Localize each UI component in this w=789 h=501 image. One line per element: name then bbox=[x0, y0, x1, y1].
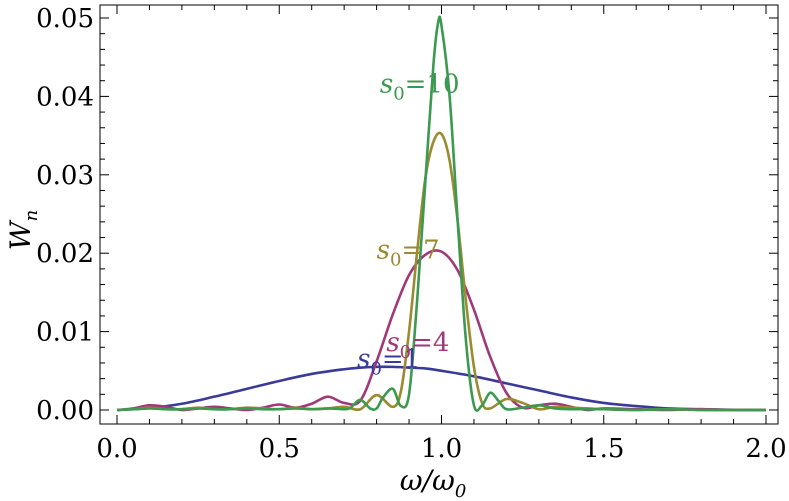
y-tick-label: 0.04 bbox=[36, 82, 94, 112]
series-label-3: s0=7 bbox=[377, 236, 440, 271]
series-label-1: s0=1 bbox=[357, 345, 420, 380]
y-tick-label: 0.05 bbox=[36, 4, 94, 34]
y-tick-label: 0.02 bbox=[36, 239, 94, 269]
y-tick-label: 0.00 bbox=[36, 396, 94, 426]
y-axis-title: Wn bbox=[4, 210, 42, 250]
series-line-1 bbox=[116, 365, 767, 412]
series-line-4 bbox=[116, 15, 766, 412]
plot-border bbox=[99, 4, 779, 425]
series-label-4: s0=10 bbox=[380, 69, 460, 104]
axis-ticks: 0.0 0.5 1.0 1.5 2.0 0.00 0.01 0.02 0.03 0.04 0.05 bbox=[36, 4, 787, 464]
y-tick-label: 0.03 bbox=[36, 161, 94, 191]
series-label-2: s0=4 bbox=[386, 328, 449, 363]
x-tick-label: 2.0 bbox=[745, 434, 786, 464]
plot-frame bbox=[99, 4, 779, 425]
x-tick-label: 1.5 bbox=[583, 434, 624, 464]
y-tick-label: 0.01 bbox=[36, 318, 94, 348]
series-curves bbox=[116, 15, 767, 412]
x-tick-label: 0.0 bbox=[96, 434, 137, 464]
series-labels: s0=1s0=4 s0=7 s0=10 bbox=[357, 69, 459, 379]
x-tick-label: 1.0 bbox=[421, 434, 462, 464]
x-tick-label: 0.5 bbox=[259, 434, 300, 464]
series-line-3 bbox=[116, 131, 766, 412]
x-axis-title: ω/ω0 bbox=[400, 464, 467, 501]
